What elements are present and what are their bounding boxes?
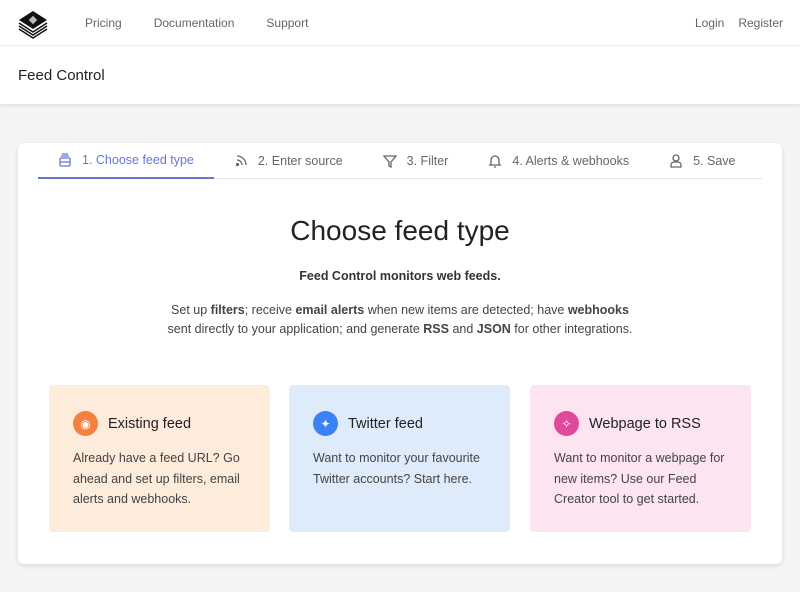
tab-alerts-webhooks[interactable]: 4. Alerts & webhooks bbox=[468, 143, 649, 179]
nav-documentation[interactable]: Documentation bbox=[153, 15, 235, 30]
rss-icon bbox=[235, 155, 247, 167]
inbox-icon bbox=[59, 153, 71, 167]
user-icon bbox=[670, 154, 682, 168]
nav-pricing[interactable]: Pricing bbox=[85, 15, 122, 30]
logo-icon[interactable] bbox=[17, 7, 49, 39]
wizard-card: 1. Choose feed type 2. Enter source 3. F… bbox=[18, 143, 782, 564]
wizard-steps: 1. Choose feed type 2. Enter source 3. F… bbox=[38, 143, 762, 179]
section-title: Choose feed type bbox=[290, 215, 510, 246]
option-webpage-to-rss[interactable]: ✧ Webpage to RSS Want to monitor a webpage… bbox=[530, 385, 751, 532]
tab-save[interactable]: 5. Save bbox=[649, 143, 755, 179]
rss-icon: ◉ bbox=[73, 411, 98, 436]
bell-icon bbox=[488, 155, 502, 168]
top-nav: Pricing Documentation Support Login Regis… bbox=[0, 0, 800, 46]
login-link[interactable]: Login bbox=[694, 15, 725, 30]
tab-choose-feed-type[interactable]: 1. Choose feed type bbox=[38, 143, 214, 179]
tab-filter[interactable]: 3. Filter bbox=[363, 143, 469, 179]
register-link[interactable]: Register bbox=[738, 15, 783, 30]
option-twitter-feed[interactable]: ✦ Twitter feed Want to monitor your favour… bbox=[289, 385, 510, 532]
filter-icon bbox=[382, 155, 397, 168]
nav-support[interactable]: Support bbox=[266, 15, 309, 30]
description: Set up filters; receive email alerts whe… bbox=[167, 303, 633, 336]
twitter-icon: ✦ bbox=[313, 411, 338, 436]
option-existing-feed[interactable]: ◉ Existing feed Already have a feed URL? G… bbox=[49, 385, 270, 532]
sparkles-icon: ✧ bbox=[554, 411, 579, 436]
page-title: Feed Control bbox=[18, 66, 105, 84]
tab-enter-source[interactable]: 2. Enter source bbox=[214, 143, 363, 179]
page-header: Feed Control bbox=[0, 46, 800, 104]
lead-text: Feed Control monitors web feeds. bbox=[299, 269, 501, 283]
